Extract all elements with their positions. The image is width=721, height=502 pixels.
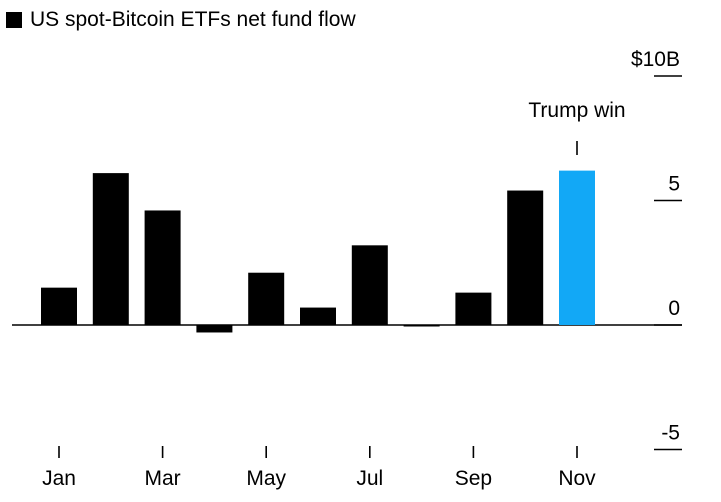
bar-jul [351, 245, 388, 325]
bar-sep [455, 292, 492, 325]
y-tick-label: $10B [631, 48, 680, 71]
annotation-label: Trump win [528, 99, 625, 122]
bar-mar [144, 210, 181, 325]
bar-oct [507, 190, 544, 325]
bar-nov [559, 170, 595, 325]
x-tick-label: Nov [558, 467, 596, 490]
x-tick-label: Jan [42, 467, 76, 490]
chart-legend: US spot-Bitcoin ETFs net fund flow [6, 8, 356, 32]
legend-swatch-icon [6, 12, 22, 28]
x-tick-label: May [246, 467, 286, 490]
bar-aug [403, 324, 440, 327]
legend-label: US spot-Bitcoin ETFs net fund flow [30, 8, 356, 31]
y-tick-label: -5 [661, 422, 680, 445]
bar-jan [41, 287, 77, 325]
bar-jun [300, 307, 336, 325]
x-tick-label: Sep [455, 467, 492, 490]
bar-feb [92, 173, 129, 325]
y-tick-label: 5 [668, 173, 680, 196]
x-tick-label: Mar [145, 467, 181, 490]
bar-apr [196, 325, 233, 333]
y-tick-label: 0 [668, 297, 680, 320]
bar-may [248, 272, 285, 325]
x-tick-label: Jul [356, 467, 383, 490]
